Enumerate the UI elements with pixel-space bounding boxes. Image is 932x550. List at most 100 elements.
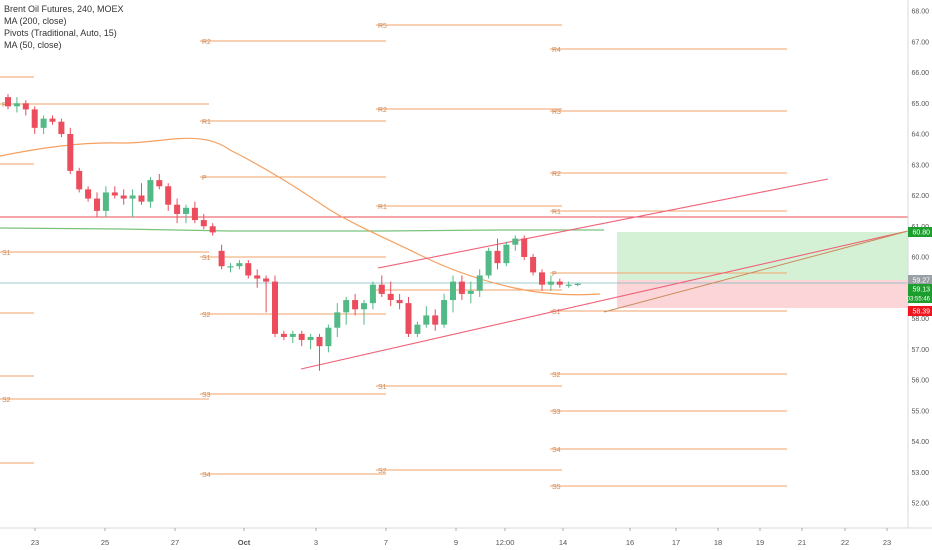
price-tags: 60.80 59.27 59.13 03:55:46 58.39 [907,227,932,316]
candle-body [450,281,456,301]
pivot-label: P [552,271,557,278]
candle-body [512,238,519,245]
candle-body [76,170,83,190]
price-tag: 03:55:46 [907,293,932,303]
candle-down [396,293,403,310]
candle-up [441,293,448,328]
candle-down [263,275,270,313]
candle-down [58,118,65,138]
price-tick-label: 63.00 [911,162,929,169]
candle-down [94,192,100,218]
candle-body [467,290,474,294]
candle-up [547,275,554,291]
candlestick-series [5,94,581,371]
pivot-labels: PS1S2R2R1PS1S2S3S4R5R2R1PS1S2R4R3R2R1PS1… [2,23,561,491]
candle-body [503,244,510,264]
candle-body [245,263,252,276]
candle-body [423,315,430,325]
candle-down [254,269,261,288]
pivot-label: S3 [202,392,211,399]
candle-body [22,103,29,110]
price-tick-label: 65.00 [911,101,929,108]
candle-body [120,195,127,199]
candle-down [530,253,537,276]
time-tick-label: 7 [384,538,388,547]
candle-up [236,260,243,270]
time-tick-label: 27 [171,538,179,547]
legend-ma200[interactable]: MA (200, close) [4,16,67,26]
pivot-label: R5 [378,23,387,30]
price-tick-label: 66.00 [911,70,929,77]
projection-line[interactable] [603,230,909,313]
candle-body [405,303,412,334]
time-tick-label: 17 [672,538,680,547]
candle-body [316,336,323,347]
candle-body [67,134,74,171]
time-tick-label: 16 [626,538,634,547]
candle-up [485,247,492,279]
candle-body [129,195,136,199]
candle-body [432,315,439,325]
candle-down [556,278,563,288]
time-scale[interactable]: 23 25 27 Oct 3 7 9 12:00 14 16 17 18 19 21 22 23 [31,528,891,547]
candle-up [13,97,20,113]
pivot-label: R2 [378,107,387,114]
candle-body [378,284,385,294]
pivot-label: R3 [552,109,561,116]
candle-body [254,275,261,279]
candle-up [40,115,47,134]
candle-body [183,207,189,214]
candle-down [521,235,528,261]
candle-up [503,241,510,267]
candle-down [120,189,127,205]
candle-up [361,300,367,325]
candle-up [512,235,519,251]
candle-down [405,296,412,337]
candle-body [85,189,92,199]
candle-up [343,296,350,325]
price-tick-label: 62.00 [911,193,929,200]
channel-lower-line[interactable] [300,230,909,370]
candle-body [218,250,225,267]
candle-body [325,327,332,347]
candle-body [200,220,207,227]
candle-down [539,269,545,291]
candle-up [565,281,572,288]
candle-body [369,284,376,304]
candle-body [530,257,537,273]
candle-down [200,213,207,230]
candle-body [334,312,341,328]
channel-upper-line[interactable] [377,178,829,269]
pivot-label: S1 [202,255,211,262]
price-tick-label: 60.00 [911,255,929,262]
pivot-label: P [202,175,207,182]
candle-body [565,284,572,286]
candle-up [102,186,109,218]
time-tick-label: 12:00 [496,538,515,547]
candle-down [191,201,198,224]
candle-body [40,118,47,128]
candle-up [334,303,341,337]
legend-ma50[interactable]: MA (50, close) [4,40,62,50]
candle-body [298,333,305,341]
time-tick-label: 9 [454,538,458,547]
pivot-label: S4 [202,472,211,479]
ma200-line [0,227,604,232]
candle-body [58,121,65,134]
legend-pivots[interactable]: Pivots (Traditional, Auto, 15) [4,28,117,38]
symbol-title[interactable]: Brent Oil Futures, 240, MOEX [4,4,124,14]
candle-body [289,333,296,337]
candle-body [31,109,38,128]
price-tag-box [908,275,932,285]
candle-body [441,300,448,325]
price-tag-box [908,306,932,316]
pivot-label: S1 [378,384,387,391]
time-tick-label: 25 [101,538,109,547]
price-scale-background [908,0,932,528]
candle-up [129,189,136,218]
pivot-label: R2 [552,171,561,178]
candle-up [467,281,474,304]
candle-down [298,330,305,347]
candle-down [156,173,163,190]
